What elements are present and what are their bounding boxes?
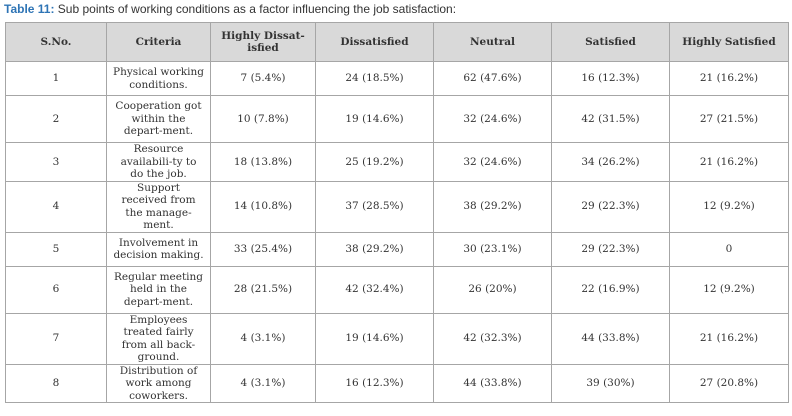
cell-sno: 5: [5, 231, 107, 267]
cell-neutral: 32 (24.6%): [433, 95, 552, 143]
table-row: 1 Physical working conditions. 7 (5.4%) …: [5, 61, 789, 96]
column-header-highly-satisfied: Highly Satisfied: [669, 22, 789, 62]
table-row: 5 Involvement in decision making. 33 (25…: [5, 231, 789, 267]
cell-highly-dissatisfied: 14 (10.8%): [210, 180, 316, 233]
column-header-highly-dissatisfied: Highly Dissat-isfied: [210, 22, 316, 62]
cell-satisfied: 34 (26.2%): [551, 142, 670, 182]
cell-dissatisfied: 42 (32.4%): [315, 265, 434, 314]
cell-sno: 2: [5, 95, 107, 143]
cell-highly-dissatisfied: 28 (21.5%): [210, 265, 316, 314]
cell-dissatisfied: 24 (18.5%): [315, 61, 434, 96]
table-row: 7 Employees treated fairly from all back…: [5, 312, 789, 365]
cell-neutral: 26 (20%): [433, 265, 552, 314]
cell-neutral: 42 (32.3%): [433, 312, 552, 365]
cell-criteria: Physical working conditions.: [106, 61, 211, 96]
cell-highly-satisfied: 21 (16.2%): [669, 312, 789, 365]
cell-criteria: Support received from the manage-ment.: [106, 180, 211, 233]
cell-highly-satisfied: 27 (21.5%): [669, 95, 789, 143]
cell-sno: 7: [5, 312, 107, 365]
column-header-neutral: Neutral: [433, 22, 552, 62]
table-caption: Table 11: Sub points of working conditio…: [4, 2, 456, 16]
cell-sno: 4: [5, 180, 107, 233]
cell-dissatisfied: 25 (19.2%): [315, 142, 434, 182]
table-row: 3 Resource availabili-ty to do the job. …: [5, 142, 789, 182]
column-header-criteria: Criteria: [106, 22, 211, 62]
cell-satisfied: 44 (33.8%): [551, 312, 670, 365]
cell-highly-dissatisfied: 18 (13.8%): [210, 142, 316, 182]
cell-dissatisfied: 37 (28.5%): [315, 180, 434, 233]
table-caption-text: Sub points of working conditions as a fa…: [54, 2, 457, 16]
cell-highly-satisfied: 21 (16.2%): [669, 142, 789, 182]
cell-neutral: 38 (29.2%): [433, 180, 552, 233]
cell-satisfied: 42 (31.5%): [551, 95, 670, 143]
table-caption-label: Table 11:: [4, 2, 55, 16]
table-row: 6 Regular meeting held in the depart-men…: [5, 265, 789, 314]
cell-neutral: 44 (33.8%): [433, 363, 552, 403]
cell-highly-dissatisfied: 10 (7.8%): [210, 95, 316, 143]
cell-criteria: Distribution of work among coworkers.: [106, 363, 211, 403]
cell-criteria: Employees treated fairly from all back-g…: [106, 312, 211, 365]
column-header-dissatisfied: Dissatisfied: [315, 22, 434, 62]
cell-dissatisfied: 19 (14.6%): [315, 95, 434, 143]
cell-dissatisfied: 19 (14.6%): [315, 312, 434, 365]
cell-criteria: Regular meeting held in the depart-ment.: [106, 265, 211, 314]
cell-highly-satisfied: 0: [669, 231, 789, 267]
cell-highly-satisfied: 12 (9.2%): [669, 265, 789, 314]
cell-neutral: 30 (23.1%): [433, 231, 552, 267]
cell-criteria: Involvement in decision making.: [106, 231, 211, 267]
column-header-sno: S.No.: [5, 22, 107, 62]
table-row: 4 Support received from the manage-ment.…: [5, 180, 789, 233]
cell-highly-dissatisfied: 33 (25.4%): [210, 231, 316, 267]
cell-neutral: 32 (24.6%): [433, 142, 552, 182]
cell-neutral: 62 (47.6%): [433, 61, 552, 96]
job-satisfaction-table: S.No. Criteria Highly Dissat-isfied Diss…: [5, 22, 789, 403]
table-row: 8 Distribution of work among coworkers. …: [5, 363, 789, 403]
cell-satisfied: 22 (16.9%): [551, 265, 670, 314]
cell-highly-dissatisfied: 4 (3.1%): [210, 312, 316, 365]
table-header-row: S.No. Criteria Highly Dissat-isfied Diss…: [5, 22, 789, 62]
cell-dissatisfied: 38 (29.2%): [315, 231, 434, 267]
cell-highly-dissatisfied: 4 (3.1%): [210, 363, 316, 403]
cell-criteria: Resource availabili-ty to do the job.: [106, 142, 211, 182]
cell-highly-satisfied: 21 (16.2%): [669, 61, 789, 96]
cell-sno: 6: [5, 265, 107, 314]
cell-highly-dissatisfied: 7 (5.4%): [210, 61, 316, 96]
cell-dissatisfied: 16 (12.3%): [315, 363, 434, 403]
cell-sno: 3: [5, 142, 107, 182]
cell-satisfied: 29 (22.3%): [551, 180, 670, 233]
table-row: 2 Cooperation got within the depart-ment…: [5, 95, 789, 143]
cell-highly-satisfied: 12 (9.2%): [669, 180, 789, 233]
cell-sno: 1: [5, 61, 107, 96]
cell-sno: 8: [5, 363, 107, 403]
cell-satisfied: 29 (22.3%): [551, 231, 670, 267]
cell-satisfied: 16 (12.3%): [551, 61, 670, 96]
column-header-satisfied: Satisfied: [551, 22, 670, 62]
cell-highly-satisfied: 27 (20.8%): [669, 363, 789, 403]
cell-criteria: Cooperation got within the depart-ment.: [106, 95, 211, 143]
cell-satisfied: 39 (30%): [551, 363, 670, 403]
